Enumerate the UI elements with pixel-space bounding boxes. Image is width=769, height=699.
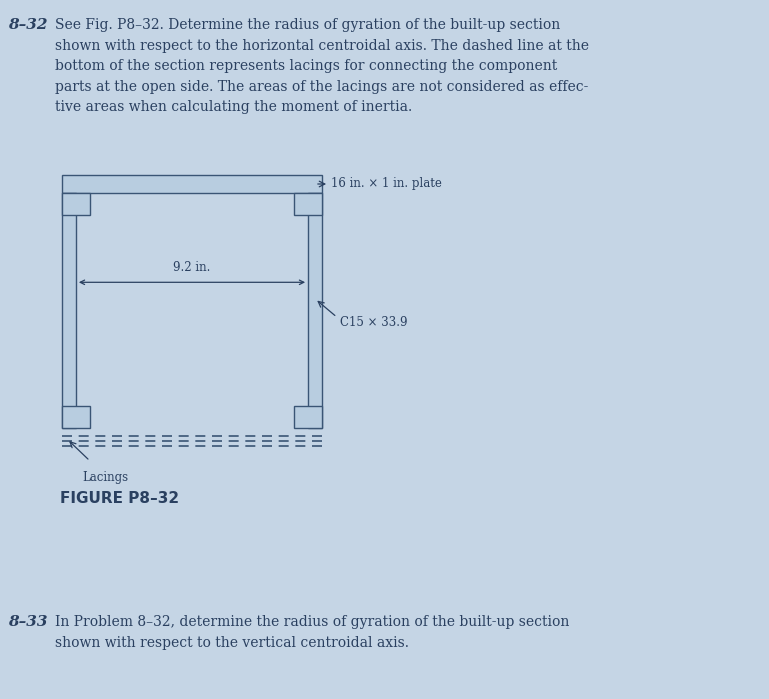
Text: See Fig. P8–32. Determine the radius of gyration of the built-up section
shown w: See Fig. P8–32. Determine the radius of …	[55, 18, 589, 115]
Text: 16 in. × 1 in. plate: 16 in. × 1 in. plate	[331, 178, 442, 191]
Bar	[62, 193, 76, 428]
Bar	[62, 193, 90, 215]
Text: 8–33: 8–33	[8, 615, 48, 629]
Text: 9.2 in.: 9.2 in.	[173, 261, 211, 274]
Bar	[294, 193, 322, 215]
Text: C15 × 33.9: C15 × 33.9	[340, 316, 408, 329]
Text: In Problem 8–32, determine the radius of gyration of the built-up section
shown : In Problem 8–32, determine the radius of…	[55, 615, 569, 649]
Text: Lacings: Lacings	[82, 471, 128, 484]
Bar	[308, 193, 322, 428]
Bar	[294, 406, 322, 428]
Text: FIGURE P8–32: FIGURE P8–32	[60, 491, 179, 506]
Bar	[62, 406, 90, 428]
Text: 8–32: 8–32	[8, 18, 48, 32]
Bar	[62, 175, 322, 193]
